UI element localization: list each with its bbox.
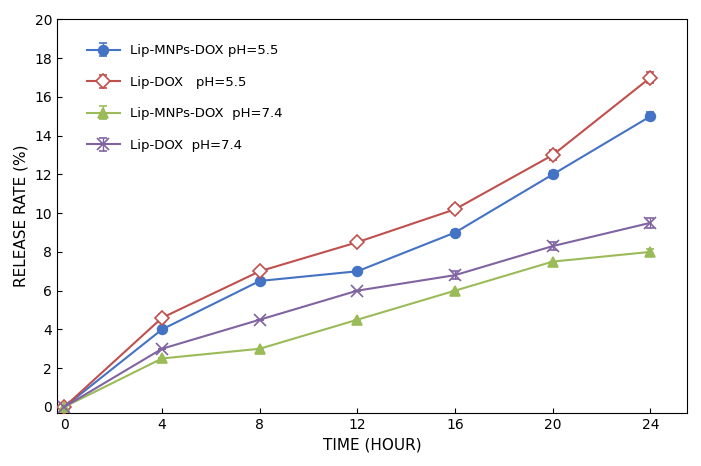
Legend: Lip-MNPs-DOX pH=5.5, Lip-DOX   pH=5.5, Lip-MNPs-DOX  pH=7.4, Lip-DOX  pH=7.4: Lip-MNPs-DOX pH=5.5, Lip-DOX pH=5.5, Lip…: [76, 34, 294, 162]
X-axis label: TIME (HOUR): TIME (HOUR): [322, 437, 421, 452]
Y-axis label: RELEASE RATE (%): RELEASE RATE (%): [14, 145, 29, 288]
